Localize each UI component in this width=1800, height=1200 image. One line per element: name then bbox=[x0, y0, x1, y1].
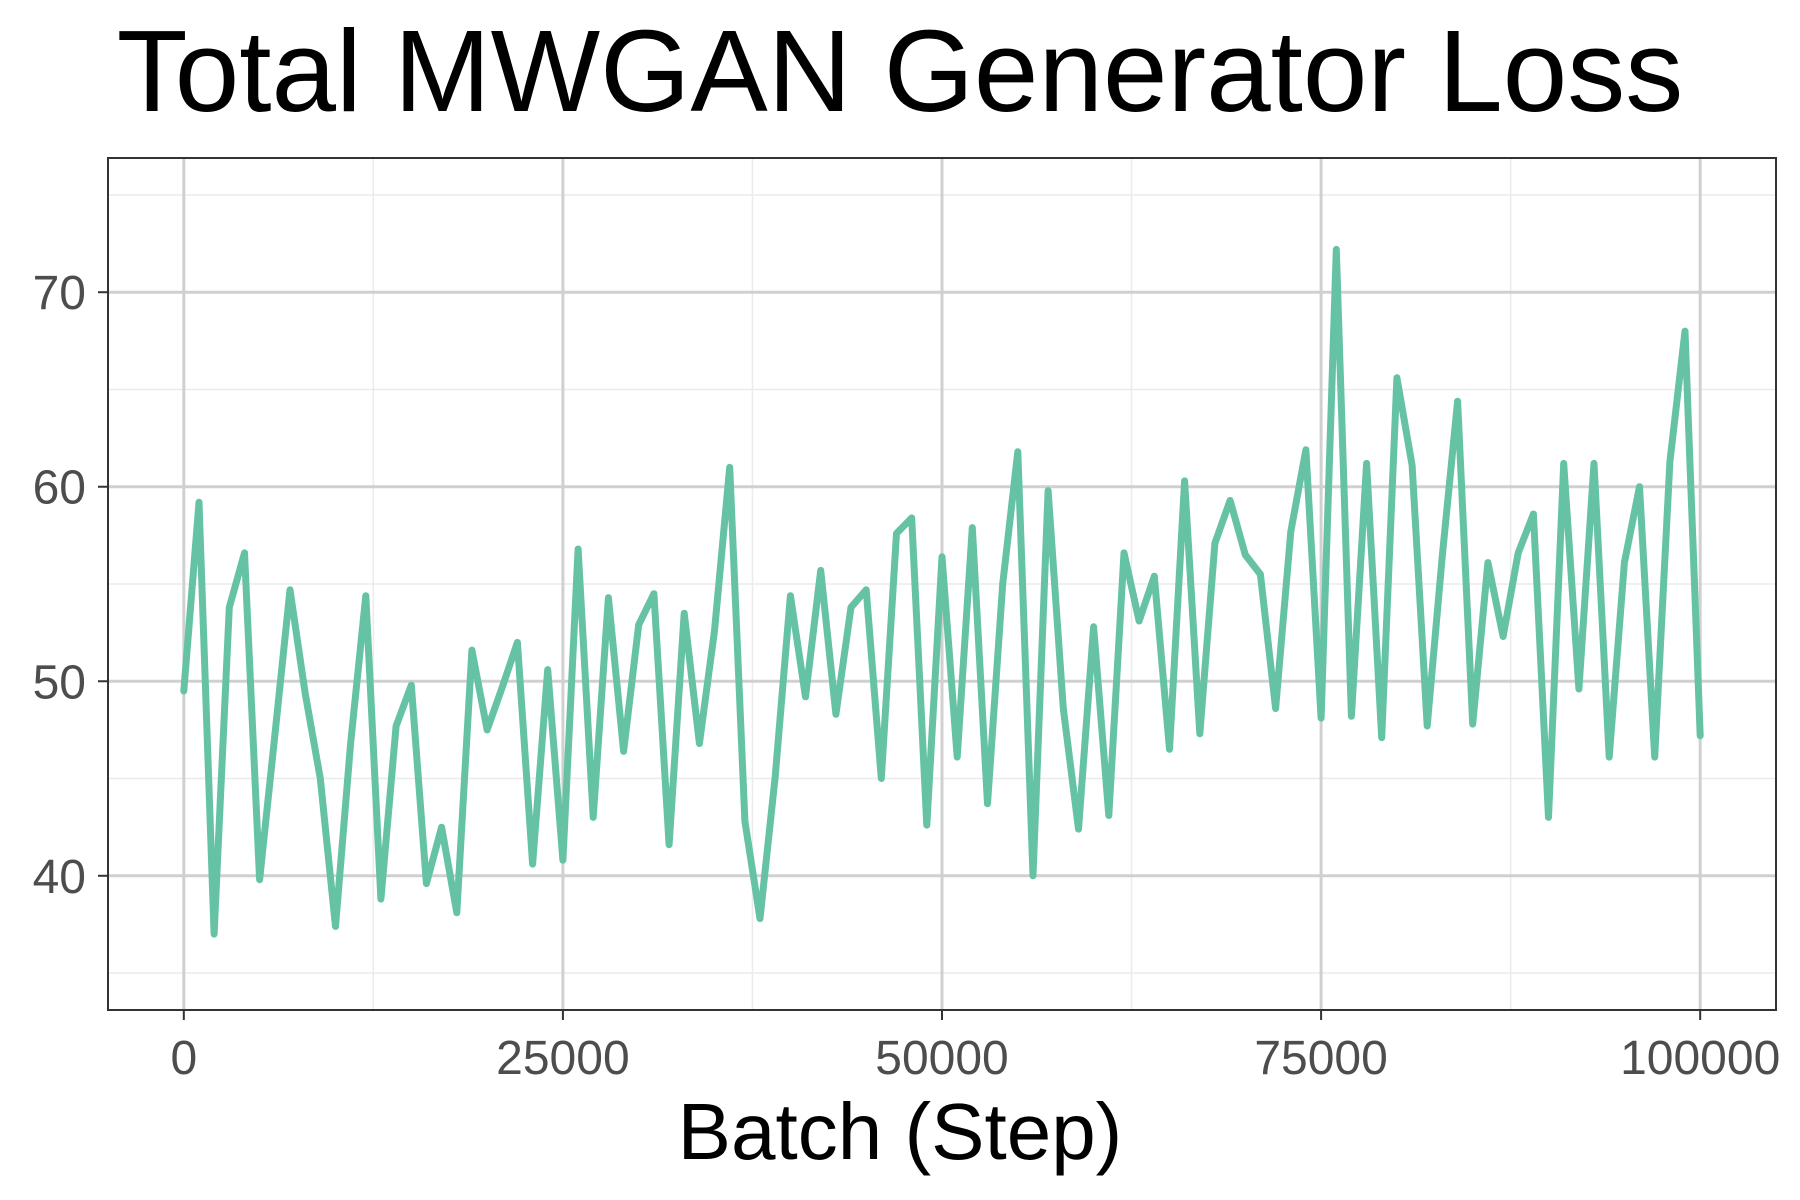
x-tick-label: 100000 bbox=[1620, 1032, 1780, 1085]
x-tick-label: 0 bbox=[170, 1032, 197, 1085]
y-tick-label: 60 bbox=[33, 462, 86, 515]
x-tick-label: 75000 bbox=[1254, 1032, 1387, 1085]
y-tick-label: 70 bbox=[33, 267, 86, 320]
y-tick-label: 40 bbox=[33, 851, 86, 904]
series-layer bbox=[180, 245, 1704, 938]
x-axis: 0 25000 50000 75000 100000 bbox=[170, 1010, 1780, 1085]
x-tick-label: 25000 bbox=[496, 1032, 629, 1085]
x-axis-label: Batch (Step) bbox=[677, 1087, 1123, 1176]
y-tick-label: 50 bbox=[33, 656, 86, 709]
x-tick-label: 50000 bbox=[875, 1032, 1008, 1085]
series-line bbox=[180, 245, 1704, 938]
chart-title: Total MWGAN Generator Loss bbox=[116, 6, 1684, 136]
y-axis: 40 50 60 70 bbox=[33, 267, 108, 904]
